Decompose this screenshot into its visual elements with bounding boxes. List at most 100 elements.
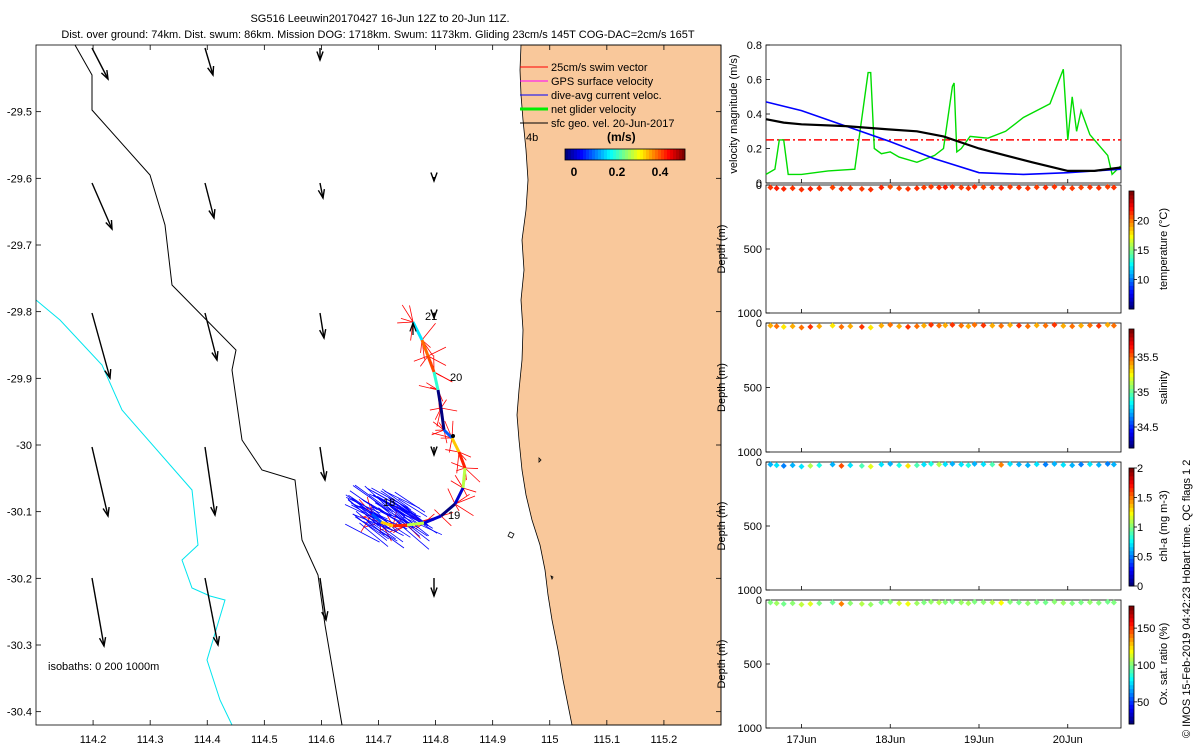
geostrophic-arrow [204,312,218,361]
profile-colorbar-segment [1129,198,1134,204]
geostrophic-velocity-arrows [91,47,438,649]
dac-vector [382,499,413,527]
profile-ytick-label: 0 [756,457,762,469]
map-colorbar-segment [682,149,686,160]
profile-data-point [936,599,943,606]
map-colorbar-segment [601,149,605,160]
profile-data-point [980,184,987,191]
profile-data-point [1007,599,1014,606]
net-velocity-segment [406,521,425,527]
figure-title-line2: Dist. over ground: 74km. Dist. swum: 86k… [61,29,695,41]
profile-data-point [1095,322,1102,329]
profile-colorbar-segment [1129,364,1134,370]
map-colorbar-segment [586,149,590,160]
swim-vector [366,496,373,515]
profile-data-point [816,600,823,607]
velocity-series-line [765,68,1122,176]
dac-vector [359,522,389,547]
profile-ytick-label: 0 [756,180,762,192]
profile-data-point [767,461,774,468]
map-colorbar-segment [571,149,575,160]
profile-data-point [958,461,965,468]
profile-data-point [829,184,836,191]
profile-colorbar-segment [1129,700,1134,705]
map-colorbar-segment [649,149,653,160]
swim-vector [450,480,464,489]
profile-data-point [847,462,854,469]
profile-colorbar: 50 100 150 [1128,605,1155,725]
profile-data-point [1078,184,1085,191]
geostrophic-arrow-head [105,219,113,231]
dac-vector [344,504,378,520]
profile-data-point [949,321,956,328]
profile-ylabel: Depth (m) [716,363,728,412]
profile-data-point [936,322,943,329]
profile-data-point [767,184,774,191]
profile-colorbar-segment [1129,609,1134,615]
profile-data-point [780,185,787,192]
profile-colorbar-segment [1129,332,1134,338]
profile-colorbar-segment [1129,534,1134,540]
profile-colorbar-tick-label: 35.5 [1137,352,1158,364]
geostrophic-arrow [204,47,214,76]
profile-data-point [1110,322,1117,329]
credit-text: © IMOS 15-Feb-2019 04:42:23 Hobart time.… [1181,460,1193,738]
profile-data-point [949,460,956,467]
profile-colorbar-segment [1129,495,1134,500]
map-colorbar-segment [613,149,617,160]
profile-data-point [789,185,796,192]
profile-data-point [807,185,814,192]
date-tick-label: 17Jun [787,734,817,746]
profile-colorbar-segment [1129,191,1134,196]
profile-data-point [1051,183,1058,190]
map-colorbar-segment [628,149,632,160]
map-colorbar-segment [640,149,644,160]
profile-colorbar-segment [1129,329,1134,334]
profile-data-point [942,599,949,606]
swim-vector [397,321,414,324]
map-xtick-label: 114.2 [80,734,107,746]
profile-colorbar-segment [1129,336,1134,342]
legend-label-net: net glider velocity [551,104,636,116]
swim-vector [419,355,429,367]
map-colorbar-segment [637,149,641,160]
geostrophic-arrow-head [98,637,107,649]
profile-data-point [1060,322,1067,329]
swim-vector [454,475,464,489]
profile-data-point [1069,185,1076,192]
profile-data-point [1078,322,1085,329]
swim-vector [400,317,414,323]
map-axes: 114.2 114.3 114.4 114.5 114.6 114.7 114.8 114.9… [7,45,721,746]
date-axis: 17Jun 18Jun 19Jun 20Jun [787,179,1083,746]
profile-data-point [905,185,911,192]
dac-vector [394,491,426,513]
profile-colorbar-segment [1129,692,1134,697]
isobath-1000m [35,299,233,726]
dac-vector [348,494,382,517]
profile-data-point [780,600,787,607]
track-end-arrow-head [409,321,417,332]
profile-data-point [816,323,823,330]
dac-vector [381,488,409,508]
profile-colorbar-segment [1129,570,1134,575]
profile-data-point [971,183,978,190]
map-colorbar-tick-0: 0 [571,165,578,179]
profile-colorbar-segment [1129,396,1134,401]
velocity-ytick-label: 0.8 [747,40,762,52]
profile-data-point [773,185,780,192]
profile-data-point [1060,461,1067,468]
profile-colorbar-segment [1129,621,1134,627]
profile-data-point [936,184,943,191]
profile-data-point [1095,599,1102,606]
geostrophic-arrow-head [207,65,215,77]
profile-colorbar-segment [1129,352,1134,358]
net-velocity-segment [450,437,461,453]
profile-colorbar-segment [1129,305,1134,310]
profile-data-point [905,462,911,469]
profile-data-point [887,183,894,190]
profile-colorbar: 34.5 35 35.5 [1128,328,1158,449]
map-colorbar-segment [595,149,599,160]
profile-ytick-label: 1000 [738,447,762,459]
swim-vector [431,429,445,436]
geostrophic-arrow-head [102,506,110,518]
